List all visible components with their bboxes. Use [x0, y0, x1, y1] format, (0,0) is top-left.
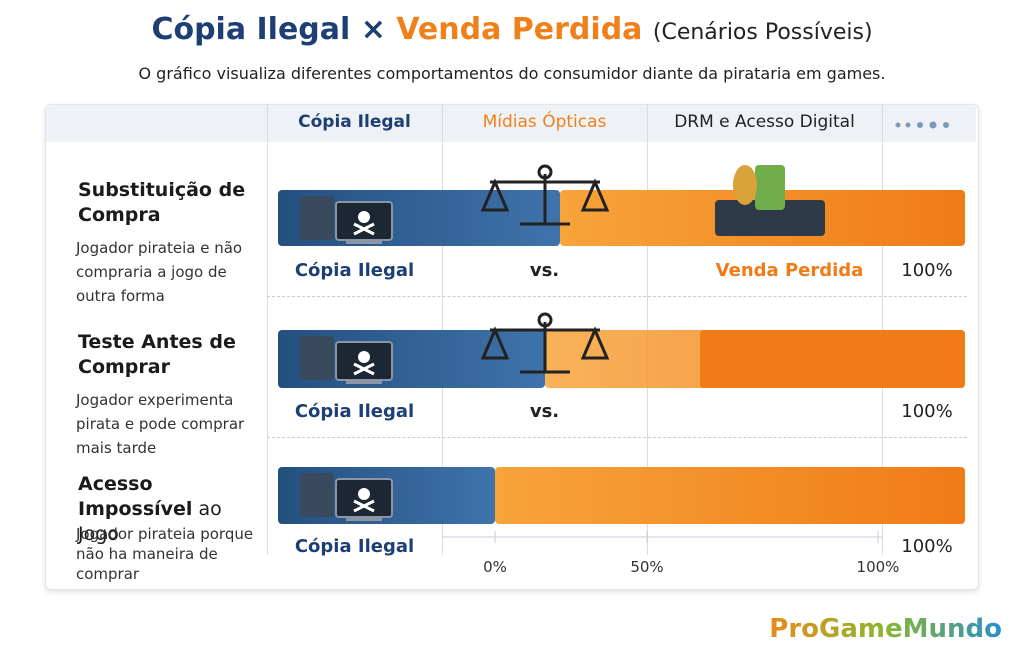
row-title-rest: ao Jogo: [78, 498, 222, 545]
pivot: [537, 164, 553, 180]
left-label: Cópia Ilegal: [294, 260, 415, 281]
console: [715, 200, 825, 236]
header-row: [46, 105, 976, 142]
percent-label: 100%: [901, 260, 953, 281]
computer-icon: [300, 473, 393, 521]
row-title: Teste Antes de Comprar: [78, 330, 258, 380]
row-title-main: Substituição de Compra: [78, 179, 246, 226]
tower: [300, 473, 334, 517]
title-sep: ×: [360, 12, 386, 47]
tower: [300, 196, 334, 240]
middle-label: vs.: [529, 260, 560, 281]
bar-orange-dark: [700, 330, 965, 388]
column-header: Cópia Ilegal: [298, 112, 411, 132]
column-header: DRM e Acesso Digital: [674, 112, 855, 132]
row-title: Substituição de Compra: [78, 178, 258, 228]
row-description: Jogador pirateia e não compraria a jogo …: [76, 239, 243, 305]
pans: [480, 326, 610, 360]
row-description: Jogador experimenta pirata e pode compra…: [76, 391, 245, 457]
axis-label: 50%: [630, 558, 664, 576]
phone: [755, 165, 785, 210]
computer-icon: [300, 196, 393, 244]
left-label: Cópia Ilegal: [294, 536, 415, 557]
percent-label: 100%: [901, 401, 953, 422]
skull: [358, 488, 370, 500]
column-header: Mídias Ópticas: [482, 112, 607, 132]
stand: [346, 517, 382, 521]
pans: [480, 178, 610, 212]
right-label: Venda Perdida: [715, 260, 864, 281]
divider: [267, 105, 268, 555]
tower: [300, 336, 334, 380]
skull: [358, 211, 370, 223]
bones: [353, 222, 375, 236]
row-description: Jogador pirateia porque não ha maneira d…: [76, 525, 254, 583]
row-title-main: Acesso Impossível: [78, 473, 193, 520]
title-b: Venda Perdida: [396, 12, 643, 47]
row-title-main: Teste Antes de Comprar: [78, 331, 236, 378]
skull: [358, 351, 370, 363]
bullet-dots: [895, 121, 949, 129]
left-label: Cópia Ilegal: [294, 401, 415, 422]
axis-label: 0%: [483, 558, 507, 576]
pivot: [537, 312, 553, 328]
beam: [490, 322, 600, 374]
bones: [353, 499, 375, 513]
stand: [346, 240, 382, 244]
bar-orange: [495, 467, 965, 524]
scale-icon: [480, 312, 610, 374]
title-a: Cópia Ilegal: [151, 12, 351, 47]
title: Cópia Ilegal × Venda Perdida (Cenários P…: [0, 12, 1024, 47]
percent-label: 100%: [901, 536, 953, 557]
console-icon: [715, 165, 825, 236]
beam: [490, 174, 600, 226]
computer-icon: [300, 336, 393, 384]
stand: [346, 380, 382, 384]
row-separator: [267, 437, 967, 438]
subtitle: O gráfico visualiza diferentes comportam…: [138, 64, 886, 83]
brand: ProGameMundo: [769, 614, 1002, 644]
axis-label: 100%: [856, 558, 900, 576]
row-separator: [267, 296, 967, 297]
bones: [353, 362, 375, 376]
title-c: (Cenários Possíveis): [652, 20, 873, 45]
coins: [733, 165, 757, 205]
scale-icon: [480, 164, 610, 226]
row-title: Acesso Impossível ao Jogo: [78, 472, 258, 547]
middle-label: vs.: [529, 401, 560, 422]
